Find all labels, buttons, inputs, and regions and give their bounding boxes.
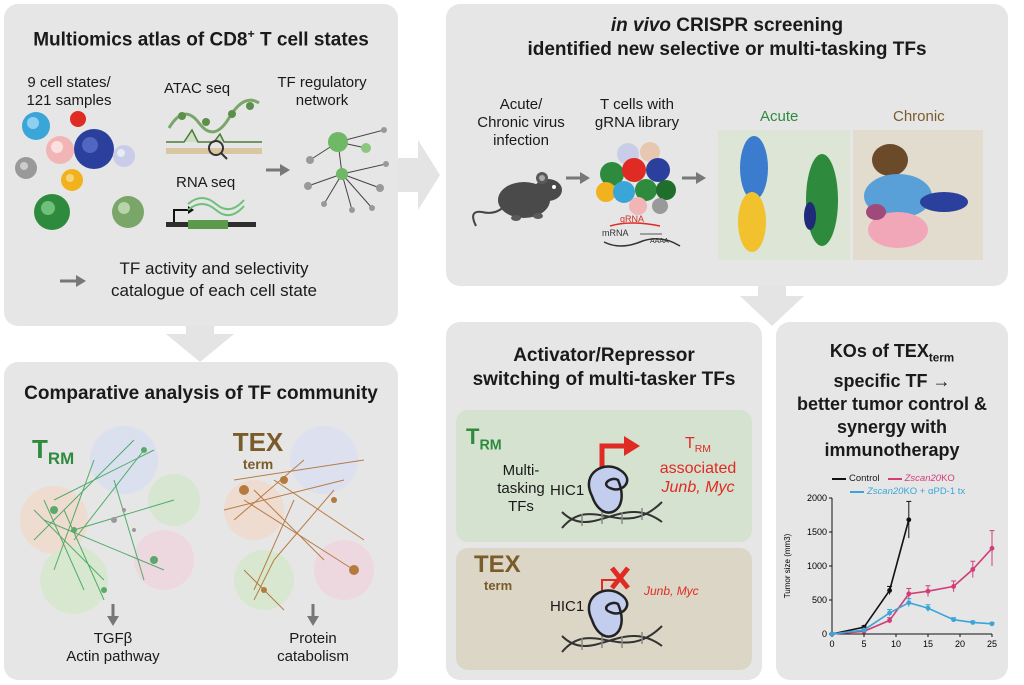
hic1-protein-shape bbox=[587, 465, 629, 514]
data-point bbox=[906, 591, 912, 597]
left-down-arrow bbox=[107, 604, 119, 626]
x-tick-label: 15 bbox=[923, 639, 933, 649]
acute-label: Acute bbox=[760, 108, 799, 125]
data-point bbox=[951, 617, 956, 623]
data-point bbox=[887, 610, 892, 616]
y-tick-label: 2000 bbox=[807, 493, 827, 503]
y-tick-label: 1000 bbox=[807, 561, 827, 571]
x-tick-label: 25 bbox=[987, 639, 997, 649]
panel4-title: Activator/Repressor switching of multi-ta… bbox=[472, 345, 736, 390]
data-point bbox=[925, 588, 931, 594]
right-down-arrow bbox=[307, 604, 319, 626]
data-point bbox=[989, 545, 995, 551]
chronic-label: Chronic bbox=[893, 108, 945, 125]
hic1-repressor-illustration bbox=[561, 566, 663, 653]
multitasking-tfs-label: Multi-tasking TFs bbox=[497, 462, 545, 515]
tcells-library-illustration bbox=[596, 142, 676, 215]
mrna-label: mRNA bbox=[602, 228, 629, 238]
data-point bbox=[829, 631, 835, 637]
infection-label: Acute/Chronic virus infection bbox=[477, 96, 565, 149]
tumor-size-chart: 0 5 10 15 20 25 0 500 1000 1500 2000 Tumor size (mm… bbox=[783, 493, 997, 649]
panel3-title: Comparative analysis of TF community bbox=[24, 383, 378, 404]
panel2-title: in vivo CRISPR screening identified new … bbox=[527, 15, 927, 60]
cell-states-illustration bbox=[15, 111, 144, 230]
box-tex-label: TEX term bbox=[474, 551, 521, 594]
series-line-1 bbox=[831, 547, 993, 635]
x-tick-label: 5 bbox=[861, 639, 866, 649]
legend-swatch-combo bbox=[850, 490, 864, 493]
legend-label-zscan20-gene: Zscan20 bbox=[904, 473, 942, 484]
data-point bbox=[989, 621, 995, 627]
legend-label-combo-rest: KO + αPD-1 tx bbox=[903, 486, 966, 497]
mouse-icon bbox=[472, 172, 562, 227]
trm-label: TRM bbox=[32, 434, 75, 469]
legend-label-control: Control bbox=[849, 473, 880, 484]
panel-tumor-control bbox=[776, 322, 1008, 680]
data-point bbox=[906, 517, 912, 523]
box-trm-label: TRM bbox=[466, 424, 502, 454]
flow-arrow-down-left bbox=[166, 326, 234, 362]
panel1-title: Multiomics atlas of CD8+ T cell states bbox=[33, 27, 369, 51]
legend-swatch-control bbox=[832, 477, 846, 480]
y-tick-label: 1500 bbox=[807, 527, 827, 537]
umap-plots bbox=[738, 136, 968, 252]
grna-label: gRNA bbox=[620, 214, 645, 224]
panel-multiomics-atlas bbox=[4, 4, 398, 326]
trm-associated-label: TRM associated Junb, Myc bbox=[659, 435, 737, 497]
repressed-genes-label: Junb, Myc bbox=[644, 584, 699, 598]
data-point bbox=[887, 618, 892, 623]
data-point bbox=[970, 567, 976, 572]
tex-outcome: Protein catabolism bbox=[277, 630, 349, 665]
arrow-to-umap bbox=[682, 172, 706, 184]
y-tick-label: 0 bbox=[822, 629, 827, 639]
x-tick-label: 0 bbox=[829, 639, 834, 649]
x-tick-label: 20 bbox=[955, 639, 965, 649]
y-axis-label: Tumor size (mm3) bbox=[783, 533, 792, 598]
atac-seq-illustration bbox=[166, 98, 262, 160]
trm-community-network bbox=[20, 426, 200, 614]
tf-network-illustration bbox=[304, 127, 389, 213]
atac-seq-label: ATAC seq bbox=[164, 80, 231, 97]
grna-mrna-illustration bbox=[603, 222, 681, 247]
legend-swatch-zscan20 bbox=[887, 477, 902, 480]
data-point bbox=[951, 584, 956, 589]
panel5-title: KOs of TEXterm specific TF → better tumo… bbox=[796, 341, 987, 460]
tex-community-network bbox=[223, 426, 374, 611]
chart-legend: Control Zscan20 KO Zscan20 KO + αPD-1 tx bbox=[832, 472, 1002, 498]
hic1-label-bottom: HIC1 bbox=[550, 598, 585, 615]
legend-label-zscan20-rest: KO bbox=[941, 473, 955, 484]
arrow-to-network bbox=[266, 164, 290, 176]
rna-seq-label: RNA seq bbox=[176, 174, 236, 191]
data-point bbox=[861, 627, 867, 633]
series-line-2 bbox=[831, 601, 993, 635]
data-point bbox=[906, 600, 912, 606]
y-tick-label: 500 bbox=[812, 595, 827, 605]
hic1-activator-illustration bbox=[561, 436, 663, 529]
flow-arrow-right bbox=[398, 140, 440, 210]
cell-states-label: 9 cell states/121 samples bbox=[26, 74, 112, 109]
data-point bbox=[925, 605, 931, 611]
hic1-protein-shape bbox=[587, 589, 629, 638]
catalogue-text: TF activity and selectivity catalogue of … bbox=[110, 259, 318, 300]
legend-row-control: Control Zscan20 KO bbox=[832, 472, 1002, 485]
tcells-label: T cells with gRNA library bbox=[594, 96, 680, 131]
trm-outcome: TGFβ Actin pathway bbox=[66, 630, 160, 665]
arrow-to-tcells bbox=[566, 172, 590, 184]
flow-arrow-down-right bbox=[740, 286, 804, 326]
data-point bbox=[887, 588, 892, 593]
tex-label: TEX term bbox=[232, 427, 284, 472]
x-tick-label: 10 bbox=[891, 639, 901, 649]
rna-seq-illustration bbox=[166, 197, 256, 229]
data-point bbox=[970, 620, 976, 625]
legend-row-combo: Zscan20 KO + αPD-1 tx bbox=[832, 485, 1002, 498]
series-line-0 bbox=[831, 519, 910, 635]
aaaa-label: AAAA bbox=[650, 238, 669, 245]
hic1-label-top: HIC1 bbox=[550, 482, 585, 499]
tf-network-label: TF regulatory network bbox=[277, 74, 367, 109]
legend-label-combo-gene: Zscan20 bbox=[867, 486, 904, 497]
catalogue-arrow bbox=[60, 275, 86, 287]
